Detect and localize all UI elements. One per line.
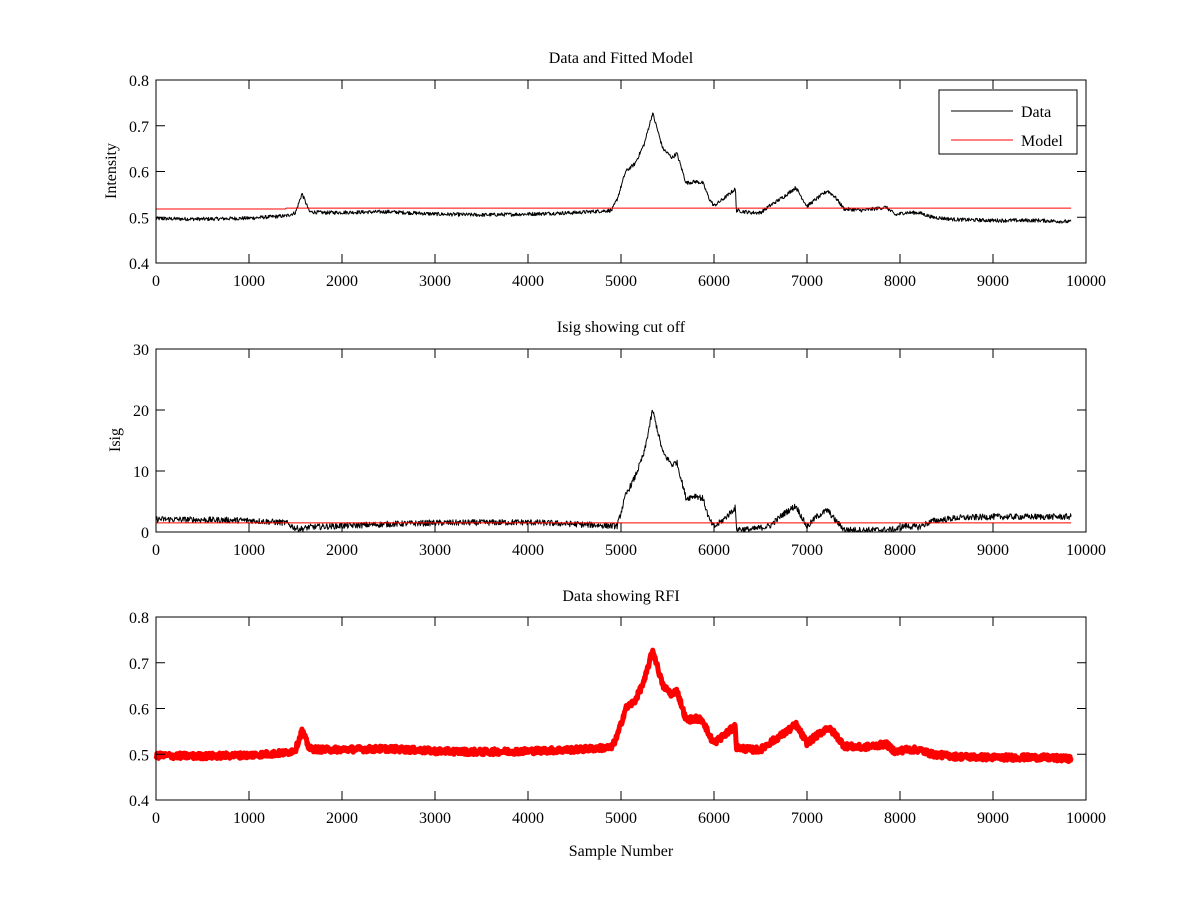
x-tick-label: 1000 — [233, 542, 265, 559]
x-tick-label: 6000 — [698, 542, 730, 559]
panel-isig-cutoff: Isig showing cut off Isig 0 1000 2000 3000 4… — [107, 319, 1106, 559]
y-tick-label: 0.4 — [129, 793, 149, 810]
y-tick-label: 10 — [133, 464, 149, 481]
x-tick-label: 2000 — [326, 273, 358, 290]
y-tick-label: 0 — [141, 525, 149, 542]
panel-3-series — [153, 647, 1074, 765]
panel-2-title: Isig showing cut off — [557, 319, 686, 336]
x-tick-label: 0 — [152, 273, 160, 290]
panel-1-ylabel: Intensity — [103, 143, 120, 199]
panel-1-ticks: 0 1000 2000 3000 4000 5000 6000 7000 8000 9000 100… — [129, 73, 1106, 290]
y-tick-label: 30 — [133, 342, 149, 359]
x-tick-label: 7000 — [791, 810, 823, 827]
panel-3-axes — [155, 616, 1087, 801]
x-tick-label: 8000 — [884, 810, 916, 827]
x-tick-label: 7000 — [791, 273, 823, 290]
x-tick-label: 3000 — [419, 810, 451, 827]
legend-label-model: Model — [1021, 133, 1063, 150]
legend-box — [938, 89, 1078, 155]
series-line-model — [156, 207, 1072, 210]
x-tick-label: 2000 — [326, 810, 358, 827]
y-tick-label: 0.4 — [129, 256, 149, 273]
x-tick-label: 9000 — [977, 273, 1009, 290]
panel-data-showing-rfi: Data showing RFI 0 1000 2000 3000 4000 5000 60… — [129, 588, 1106, 860]
y-tick-label: 0.5 — [129, 210, 149, 227]
x-tick-label: 2000 — [326, 542, 358, 559]
x-tick-label: 1000 — [233, 810, 265, 827]
y-tick-label: 0.6 — [129, 702, 149, 719]
x-tick-label: 1000 — [233, 273, 265, 290]
y-tick-label: 0.8 — [129, 610, 149, 627]
panel-2-ylabel: Isig — [107, 428, 124, 452]
x-tick-label: 4000 — [512, 810, 544, 827]
panel-3-title: Data showing RFI — [562, 588, 679, 605]
panel-data-and-fitted-model: Data and Fitted Model Intensity 0 1000 200… — [103, 50, 1106, 290]
panel-1-title: Data and Fitted Model — [549, 50, 694, 67]
y-tick-label: 0.8 — [129, 73, 149, 90]
panel-1-legend: Data Model — [938, 89, 1078, 155]
x-tick-label: 3000 — [419, 273, 451, 290]
y-tick-label: 20 — [133, 403, 149, 420]
series-line-flagged-data — [153, 647, 1074, 765]
x-tick-label: 3000 — [419, 542, 451, 559]
x-tick-label: 4000 — [512, 273, 544, 290]
x-tick-label: 9000 — [977, 810, 1009, 827]
x-tick-label: 4000 — [512, 542, 544, 559]
y-tick-label: 0.6 — [129, 165, 149, 182]
x-tick-label: 10000 — [1066, 542, 1106, 559]
legend-label-data: Data — [1021, 104, 1051, 121]
x-tick-label: 6000 — [698, 273, 730, 290]
x-tick-label: 5000 — [605, 810, 637, 827]
x-tick-label: 5000 — [605, 542, 637, 559]
panel-1-axes — [155, 79, 1087, 264]
x-tick-label: 0 — [152, 542, 160, 559]
x-tick-label: 7000 — [791, 542, 823, 559]
panel-2-axes — [155, 348, 1087, 533]
x-tick-label: 6000 — [698, 810, 730, 827]
panel-3-xlabel: Sample Number — [569, 843, 674, 860]
y-tick-label: 0.5 — [129, 747, 149, 764]
x-tick-label: 9000 — [977, 542, 1009, 559]
x-tick-label: 8000 — [884, 273, 916, 290]
x-tick-label: 10000 — [1066, 810, 1106, 827]
x-tick-label: 5000 — [605, 273, 637, 290]
y-tick-label: 0.7 — [129, 656, 149, 673]
x-tick-label: 10000 — [1066, 273, 1106, 290]
panel-1-series — [155, 112, 1072, 224]
y-tick-label: 0.7 — [129, 119, 149, 136]
x-tick-label: 0 — [152, 810, 160, 827]
panel-2-series — [155, 409, 1072, 533]
x-tick-label: 8000 — [884, 542, 916, 559]
